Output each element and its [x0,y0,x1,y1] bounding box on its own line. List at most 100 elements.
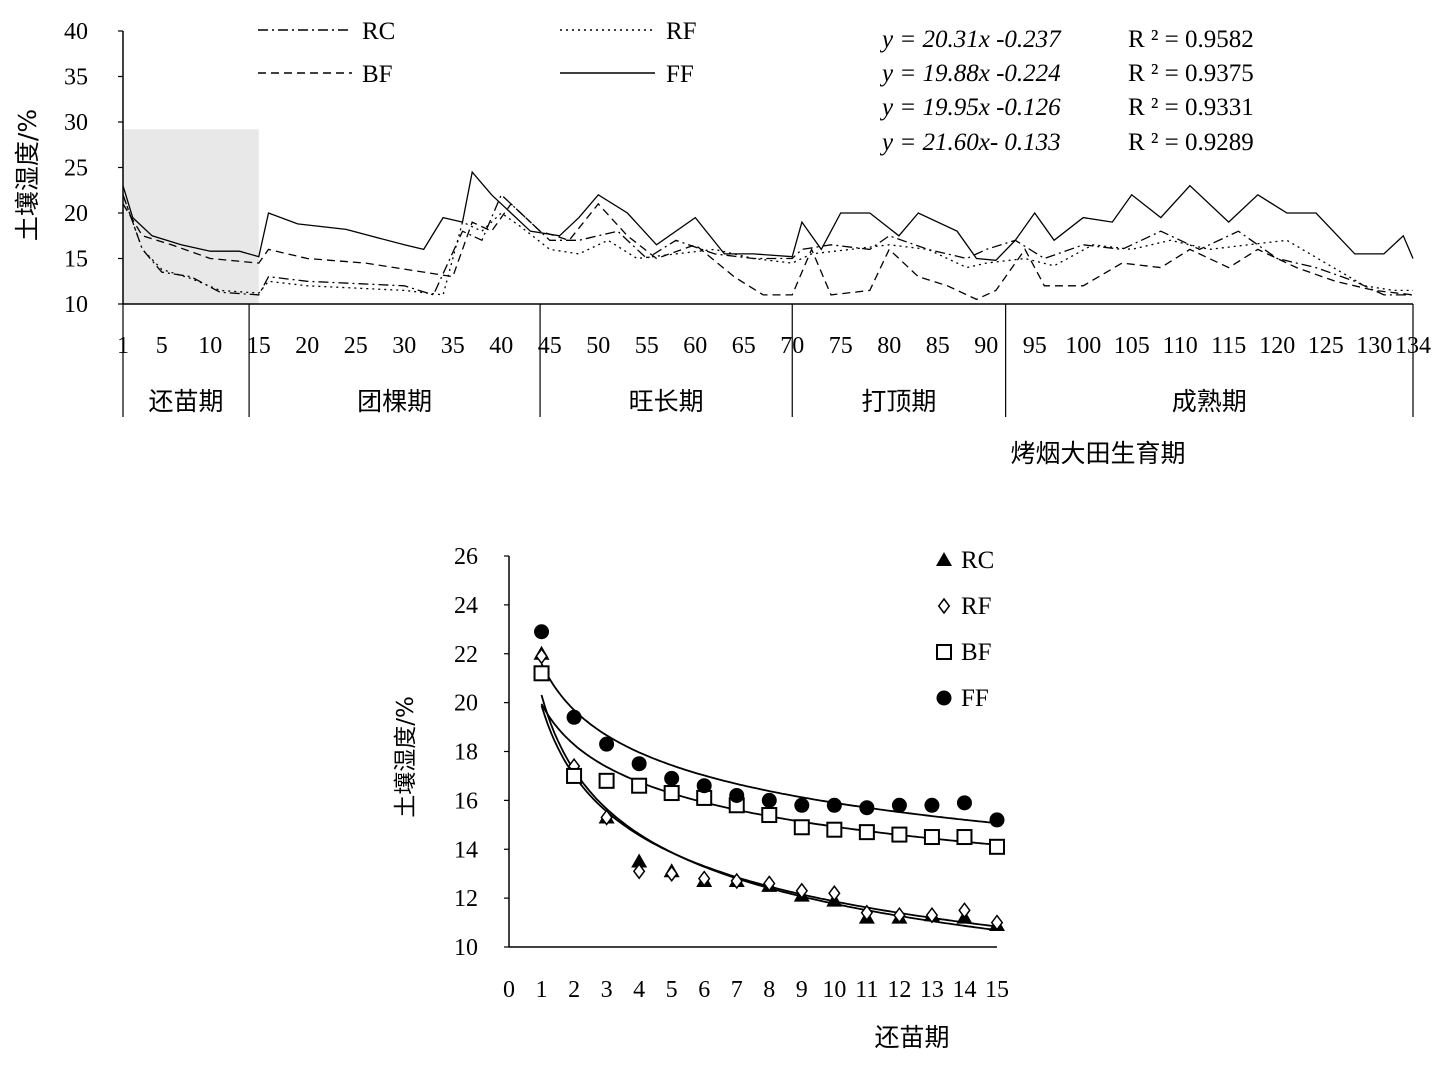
top-x-tick-labels: 1 5 10 15 20 25 30 35 40 45 50 55 60 65 70 75 80 85 90 95 10… [117,333,1431,359]
top-x-tick-label: 65 [732,333,756,359]
top-x-tick-label: 35 [441,333,465,359]
point-ff [566,709,582,725]
bottom-x-tick-label: 0 [503,977,515,1003]
top-y-tick-label: 25 [64,156,88,182]
point-rf [893,906,906,924]
legend-label-bf: BF [362,61,393,88]
top-x-tick-label: 134 [1395,333,1431,359]
point-bf [923,829,940,846]
stage-label: 打顶期 [861,387,936,416]
bottom-y-tick-label: 14 [454,837,478,863]
point-bf [533,665,550,682]
top-x-tick-label: 60 [683,333,707,359]
bottom-x-tick-labels: 0 1 2 3 4 5 6 7 8 9 10 11 12 13 14 15 [503,977,1009,1003]
bottom-x-tick-label: 9 [796,977,808,1003]
top-legend: RC RF BF FF [258,18,697,88]
point-rf [990,914,1004,931]
bottom-x-tick-label: 14 [952,977,976,1003]
bottom-points [533,624,1005,932]
top-equations: y = 20.31x -0.237 R ² = 0.9582 y = 19.88… [879,26,1254,156]
point-bf [793,819,810,836]
point-ff [956,795,972,811]
bottom-x-tick-label: 6 [698,977,710,1003]
legend-label-ff: FF [961,685,989,712]
bottom-axes [504,555,997,948]
point-bf [989,838,1005,855]
top-x-tick-label: 90 [974,333,998,359]
bottom-x-tick-label: 12 [887,977,911,1003]
point-ff [729,787,745,803]
bottom-x-tick-label: 13 [920,977,944,1003]
top-x-tick-label: 40 [489,333,513,359]
point-bf [891,826,908,843]
top-x-tick-label: 50 [586,333,610,359]
bottom-x-axis-label: 还苗期 [874,1023,949,1052]
point-rf [535,647,548,665]
top-x-tick-label: 75 [829,333,853,359]
series-line-rc [122,193,1413,296]
bottom-y-tick-label: 18 [454,740,478,766]
top-x-axis-label: 烤烟大田生育期 [1010,439,1185,468]
point-rf [632,862,646,880]
top-x-tick-label: 55 [635,333,659,359]
point-ff [891,797,907,813]
top-y-tick-label: 10 [64,292,88,318]
top-x-tick-label: 1 [117,333,129,359]
stage-label: 成熟期 [1172,387,1247,416]
top-y-tick-label: 30 [64,110,88,136]
top-x-tick-label: 115 [1211,333,1246,359]
point-bf [858,824,875,841]
legend-label-ff: FF [666,61,694,88]
point-rf [795,882,808,900]
point-ff [534,624,550,640]
point-bf [956,829,973,846]
top-x-tick-label: 25 [344,333,368,359]
point-ff [761,792,777,808]
top-y-tick-label: 20 [64,201,88,227]
legend-marker-rf [937,597,951,615]
top-x-tick-label: 15 [247,333,271,359]
bottom-x-tick-label: 10 [822,977,846,1003]
point-ff [859,800,875,816]
top-x-tick-label: 95 [1023,333,1047,359]
stage-label: 旺长期 [629,387,704,416]
bottom-x-tick-label: 1 [536,977,548,1003]
point-rc [631,853,648,868]
bottom-x-tick-label: 2 [568,977,580,1003]
bottom-y-tick-labels: 10 12 14 16 18 20 22 24 26 [454,544,478,961]
point-rf [860,904,874,922]
equation-3: y = 19.95x -0.126 [879,94,1061,121]
bottom-legend: RC RF BF FF [936,547,994,712]
legend-label-rf: RF [666,18,697,45]
bottom-x-tick-label: 8 [763,977,775,1003]
legend-marker-rc [936,552,952,566]
point-rf [925,906,939,924]
point-bf [631,777,648,794]
r2-2: R ² = 0.9375 [1128,60,1254,87]
r2-3: R ² = 0.9331 [1128,94,1254,121]
bottom-x-tick-label: 11 [855,977,878,1003]
top-x-tick-label: 120 [1259,333,1295,359]
point-rf [698,870,711,887]
legend-label-rc: RC [961,547,994,574]
point-ff [599,736,615,752]
bottom-y-tick-label: 22 [454,642,478,668]
stage-label: 团棵期 [357,387,432,416]
point-ff [989,812,1005,828]
bottom-x-tick-label: 7 [731,977,743,1003]
equation-4: y = 21.60x- 0.133 [879,129,1061,156]
point-bf [826,821,843,838]
legend-marker-ff [936,690,952,706]
equation-2: y = 19.88x -0.224 [879,60,1061,87]
top-x-tick-label: 20 [295,333,319,359]
bottom-x-tick-label: 5 [666,977,678,1003]
point-ff [924,797,940,813]
top-x-tick-label: 105 [1114,333,1150,359]
legend-label-rc: RC [362,18,395,45]
shaded-region [123,129,259,304]
fit-curve-ff [540,663,998,825]
